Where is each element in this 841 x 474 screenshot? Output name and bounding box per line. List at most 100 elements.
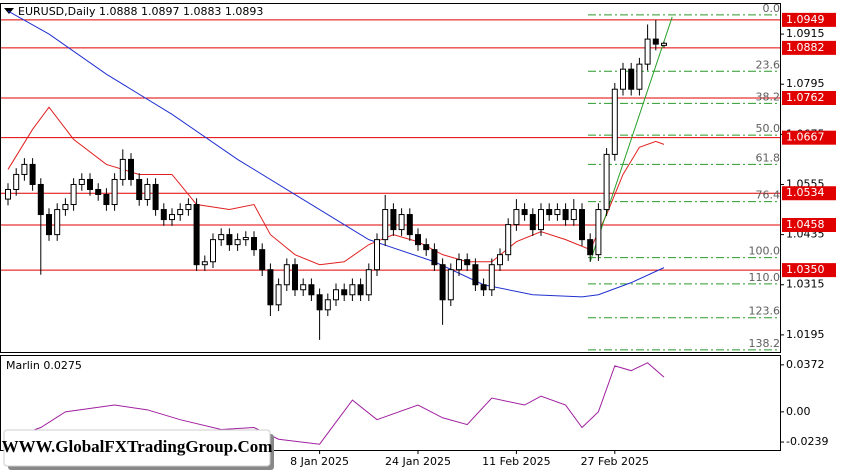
candle-body: [415, 234, 421, 246]
price-level-box: [782, 130, 836, 145]
indicator-title: Marlin 0.0275: [6, 359, 82, 372]
candle-body: [628, 68, 635, 90]
candle-body: [456, 259, 462, 271]
y-tick-label: 1.0195: [786, 328, 825, 341]
candle-body: [144, 183, 151, 201]
indicator-y-tick-label: 0.00: [786, 405, 811, 418]
candle-body: [218, 234, 225, 241]
candle-body: [423, 244, 430, 251]
x-tick-label: 27 Feb 2025: [581, 455, 649, 468]
candle-body: [620, 68, 626, 90]
candle-body: [177, 209, 184, 216]
candle-body: [103, 194, 110, 206]
candle-body: [152, 183, 159, 211]
candle-body: [554, 209, 561, 216]
candle-body: [472, 264, 479, 286]
candle-body: [390, 209, 397, 231]
candle-body: [497, 254, 503, 266]
candle-body: [579, 209, 585, 241]
y-tick-label: 1.0915: [786, 27, 825, 40]
candle-body: [185, 204, 192, 211]
candle-body: [308, 284, 315, 296]
candle-body: [46, 214, 52, 236]
candle-body: [37, 183, 44, 216]
x-tick-label: 24 Jan 2025: [385, 455, 451, 468]
candle-body: [488, 264, 495, 291]
candle-body: [119, 158, 126, 180]
price-level-label: 1.0949: [786, 13, 825, 26]
candle-body: [128, 158, 134, 180]
candle-body: [505, 224, 512, 256]
price-level-box: [782, 217, 836, 232]
candle-body: [595, 209, 602, 256]
y-tick-label: 1.0795: [786, 77, 825, 90]
candle-body: [160, 209, 167, 221]
indicator-plot: [7, 362, 665, 445]
main-panel-frame: [0, 3, 781, 353]
fib-label: 138.2: [749, 337, 781, 350]
price-level-box: [782, 12, 836, 27]
fib-label: 61.8: [756, 151, 781, 164]
indicator-panel-frame: [0, 355, 781, 451]
candle-body: [324, 299, 331, 311]
candle-body: [70, 183, 77, 206]
price-level-label: 1.0667: [786, 131, 825, 144]
candle-body: [374, 239, 380, 271]
candle-body: [587, 239, 594, 256]
fib-label: 123.6: [749, 305, 781, 318]
candle-body: [292, 264, 298, 291]
candle-body: [603, 153, 610, 211]
price-level-box: [782, 263, 836, 278]
candle-body: [242, 237, 249, 241]
price-level-box: [782, 40, 836, 55]
fib-label: 0.0: [763, 2, 781, 15]
candle-body: [529, 214, 536, 231]
price-level-label: 1.0882: [786, 41, 825, 54]
fib-label: 76.4: [756, 189, 781, 202]
candle-body: [111, 178, 118, 206]
candle-body: [398, 214, 405, 231]
candle-body: [652, 38, 659, 45]
price-level-box: [782, 90, 836, 105]
candle-body: [431, 249, 438, 266]
candle-body: [365, 269, 372, 296]
candle-body: [464, 259, 471, 266]
candle-body: [275, 284, 282, 306]
candle-body: [439, 264, 446, 301]
watermark: WWW.GlobalFXTradingGroup.Com: [2, 437, 273, 456]
candle-body: [78, 178, 85, 185]
candle-body: [267, 269, 274, 306]
candle-body: [333, 289, 339, 301]
price-level-label: 1.0458: [786, 218, 825, 231]
chart-title: EURUSD,Daily 1.0888 1.0897 1.0883 1.0893: [18, 5, 263, 18]
indicator-line: [7, 10, 665, 298]
candle-body: [300, 284, 307, 291]
candle-body: [636, 63, 643, 90]
candle-body: [382, 209, 389, 241]
watermark-box: [3, 429, 271, 467]
fib-label: 38.2: [756, 90, 781, 103]
candle-body: [644, 38, 651, 65]
candle-body: [570, 209, 577, 221]
price-level-label: 1.0534: [786, 186, 825, 199]
candle-body: [447, 269, 454, 301]
candle-body: [251, 237, 257, 251]
candle-body: [538, 209, 544, 231]
candle-body: [62, 204, 69, 211]
candle-body: [13, 173, 20, 190]
fib-label: 50.0: [756, 122, 781, 135]
candle-body: [234, 239, 241, 246]
candle-body: [562, 209, 569, 221]
fib-label: 100.0: [749, 245, 781, 258]
indicator-y-tick-label: -0.0239: [786, 435, 828, 448]
candle-body: [546, 209, 553, 216]
marlin-line: [7, 362, 665, 445]
price-level-box: [782, 186, 836, 201]
candle-body: [316, 294, 323, 311]
candle-body: [283, 264, 290, 286]
candle-body: [201, 261, 208, 266]
indicator-line: [589, 16, 673, 262]
candle-body: [349, 284, 356, 296]
price-level-label: 1.0762: [786, 91, 825, 104]
